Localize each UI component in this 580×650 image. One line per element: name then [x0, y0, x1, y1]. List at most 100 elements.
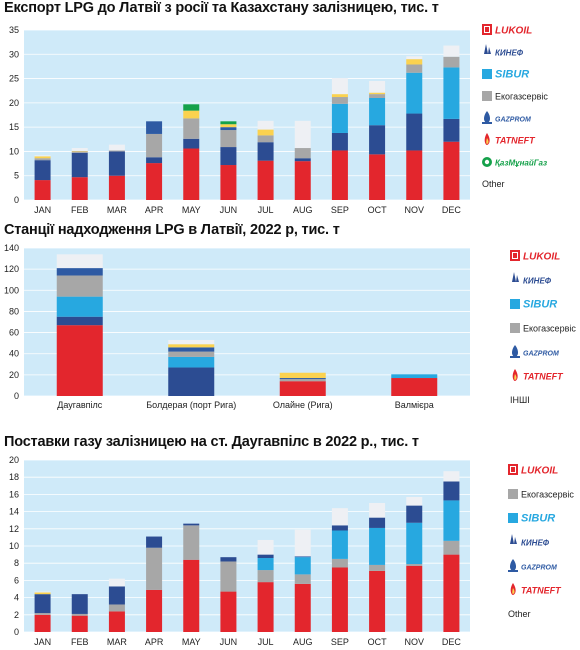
legend-label: TATNEFT — [495, 136, 536, 146]
x-tick-label: AUG — [293, 637, 313, 647]
bar-segment-sibur — [168, 356, 215, 368]
bar-segment-lukoil — [257, 160, 274, 200]
y-tick-label: 80 — [9, 306, 19, 316]
bar-segment-kinef — [108, 586, 125, 605]
bar-segment-other — [294, 120, 311, 149]
x-tick-label: JAN — [34, 637, 51, 647]
bar-segment-kinef — [406, 505, 423, 523]
x-tick-label: JAN — [34, 205, 51, 215]
y-tick-label: 20 — [9, 370, 19, 380]
legend-item-ekogazservis: Екогазсервіс — [510, 323, 576, 334]
y-tick-label: 120 — [4, 264, 19, 274]
bar-segment-other — [369, 81, 386, 93]
bar-segment-ekogazservis — [183, 118, 200, 139]
bar-segment-lukoil — [71, 615, 88, 632]
legend-label: LUKOIL — [521, 466, 558, 477]
legend-item-sibur: SIBUR — [510, 299, 557, 311]
bar-segment-other — [369, 503, 386, 518]
bar-segment-kinef — [331, 525, 348, 531]
legend-label: GAZPROM — [495, 117, 531, 124]
legend-label: SIBUR — [495, 69, 529, 81]
chart-stations-lpg-svg: 0 20 40 60 80 100 120 140 Даугавпілс Болдерая (по… — [4, 243, 576, 410]
legend-item-tatneft: TATNEFT — [510, 583, 562, 596]
y-tick-label: 25 — [9, 74, 19, 84]
bar-segment-lukoil — [146, 163, 163, 200]
bar-segment-other — [168, 339, 215, 345]
bar-segment-sibur — [406, 522, 423, 565]
x-tick-label: JUL — [258, 637, 274, 647]
bar-segment-sibur — [369, 527, 386, 565]
bar-segment-ekogazservis — [146, 547, 163, 590]
bar-segment-lukoil — [220, 165, 237, 200]
chart-title: Поставки газу залізницею на ст. Даугавпі… — [4, 434, 419, 450]
bar-segment-other — [331, 78, 348, 95]
bar-segment-ekogazservis — [108, 150, 125, 152]
ekogazservis-icon — [510, 323, 520, 333]
bar-segment-kinef — [56, 316, 103, 326]
legend-item-tatneft: TATNEFT — [484, 133, 536, 146]
x-tick-label: JUL — [258, 205, 274, 215]
bar-segment-other — [406, 496, 423, 506]
legend-item-other: Other — [482, 179, 505, 189]
bar-segment-ekogazservis — [294, 148, 311, 159]
bar-segment-lukoil — [406, 565, 423, 632]
bar-segment-kinef — [220, 557, 237, 562]
legend-label: ІНШІ — [510, 395, 530, 405]
legend-label: TATNEFT — [523, 372, 564, 382]
bar-segment-ekogazservis — [443, 540, 460, 555]
bar-segment-kinef — [257, 142, 274, 161]
bar-segment-lukoil — [183, 148, 200, 200]
bar-segment-lukoil — [71, 177, 88, 200]
tatneft-logo-icon — [484, 133, 490, 145]
y-tick-label: 20 — [9, 98, 19, 108]
bar-segment-lukoil — [108, 611, 125, 632]
x-tick-label: Даугавпілс — [57, 400, 102, 410]
legend-item-gazprom: GAZPROM — [510, 345, 559, 358]
bar-segment-kinef — [146, 157, 163, 164]
x-tick-label: JUN — [220, 205, 238, 215]
bar-segment-kazmunaygaz — [183, 104, 200, 111]
bar-segment-lukoil — [369, 570, 386, 632]
bar-segment-ekogazservis — [71, 151, 88, 153]
x-tick-label: Валмієра — [395, 400, 434, 410]
bar-segment-sibur — [443, 67, 460, 119]
bar-segment-tatneft — [168, 344, 215, 348]
bar-segment-ekogazservis — [71, 613, 88, 616]
bar-segment-kinef — [331, 132, 348, 151]
bar-segment-other — [294, 529, 311, 557]
bar-segment-ekogazservis — [34, 613, 51, 615]
bar-segment-gazprom — [294, 556, 311, 558]
y-tick-label: 18 — [9, 472, 19, 482]
bar-segment-tatneft — [257, 129, 274, 136]
bar-segment-lukoil — [56, 325, 103, 396]
ekogazservis-icon — [482, 91, 492, 101]
bar-segment-other — [56, 254, 103, 269]
bar-segment-kinef — [71, 152, 88, 178]
legend-item-lukoil: LUKOIL — [510, 250, 560, 263]
legend-label: Екогазсервіс — [521, 490, 574, 500]
bar-segment-sibur — [391, 374, 438, 379]
legend-label: GAZPROM — [523, 351, 559, 358]
bar-segment-lukoil — [391, 378, 438, 396]
legend-item-sibur: SIBUR — [482, 69, 529, 81]
legend-label: КИНЕФ — [521, 539, 550, 548]
bar-segment-tatneft — [183, 110, 200, 119]
x-tick-label: MAY — [182, 205, 201, 215]
bar-segment-tatneft — [406, 59, 423, 65]
bar-segment-lukoil — [220, 591, 237, 632]
legend-label: Екогазсервіс — [495, 92, 548, 102]
bar-segment-ekogazservis — [168, 351, 215, 357]
y-tick-label: 0 — [14, 627, 19, 637]
bar-segment-ekogazservis — [406, 564, 423, 566]
bar-segment-tatneft — [279, 372, 326, 379]
bar-segment-sibur — [369, 98, 386, 126]
x-tick-label: SEP — [331, 205, 349, 215]
x-tick-label: FEB — [71, 637, 89, 647]
y-tick-label: 35 — [9, 25, 19, 35]
bar-segment-kinef — [220, 147, 237, 166]
chart-legend: LUKOIL Екогазсервіс SIBUR КИНЕФ GAZPROM TATNE… — [508, 464, 574, 619]
chart-stations-lpg: Станції надходження LPG в Латвії, 2022 р… — [0, 222, 580, 434]
bar-segment-kinef — [294, 158, 311, 162]
bar-segment-sibur — [257, 558, 274, 571]
bar-segment-sibur — [406, 72, 423, 114]
